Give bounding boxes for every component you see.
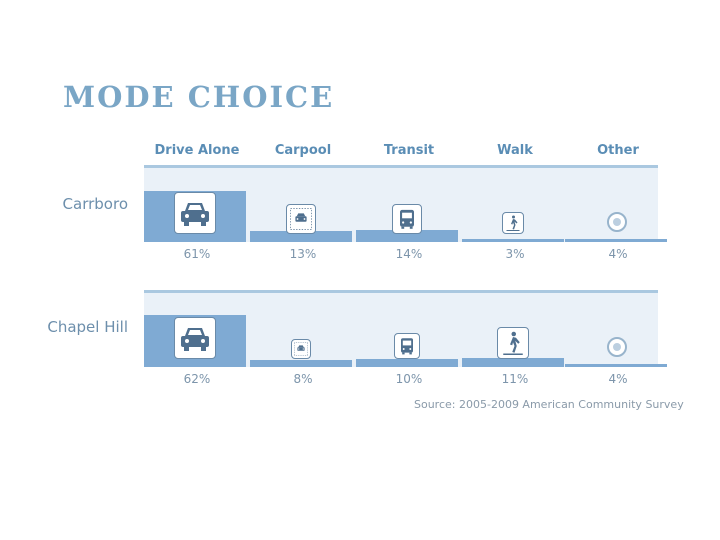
carpool-icon [286, 204, 316, 234]
pedestrian-icon [497, 327, 529, 359]
bus-icon [392, 204, 422, 234]
chart-bar [565, 239, 667, 242]
other-circle-icon [607, 337, 627, 357]
data-label: 3% [505, 247, 525, 261]
column-header: Carpool [274, 143, 332, 158]
source-note: Source: 2005-2009 American Community Sur… [414, 398, 684, 411]
other-circle-icon [607, 212, 627, 232]
data-label: 11% [501, 372, 529, 386]
chart-bar [250, 231, 352, 242]
data-label: 4% [608, 372, 628, 386]
pedestrian-icon [502, 212, 524, 234]
carpool-icon [291, 339, 311, 359]
data-label: 8% [293, 372, 313, 386]
row-label-chapel-hill: Chapel Hill [47, 318, 128, 336]
page-title: MODE CHOICE [63, 80, 335, 114]
chart-bar [356, 359, 458, 367]
data-label: 61% [183, 247, 211, 261]
data-label: 4% [608, 247, 628, 261]
car-icon [174, 317, 216, 359]
data-label: 13% [289, 247, 317, 261]
chart-bar [565, 364, 667, 367]
chart-bar [250, 360, 352, 367]
column-header: Transit [383, 143, 435, 158]
chart-bar [462, 239, 564, 242]
chart-bar [462, 358, 564, 367]
column-header: Other [597, 143, 639, 158]
row-label-carrboro: Carrboro [62, 195, 128, 213]
column-header: Walk [497, 143, 533, 158]
data-label: 10% [395, 372, 423, 386]
data-label: 62% [183, 372, 211, 386]
chart-bar [356, 230, 458, 242]
column-header: Drive Alone [154, 143, 240, 158]
car-icon [174, 192, 216, 234]
bus-icon [394, 333, 420, 359]
data-label: 14% [395, 247, 423, 261]
